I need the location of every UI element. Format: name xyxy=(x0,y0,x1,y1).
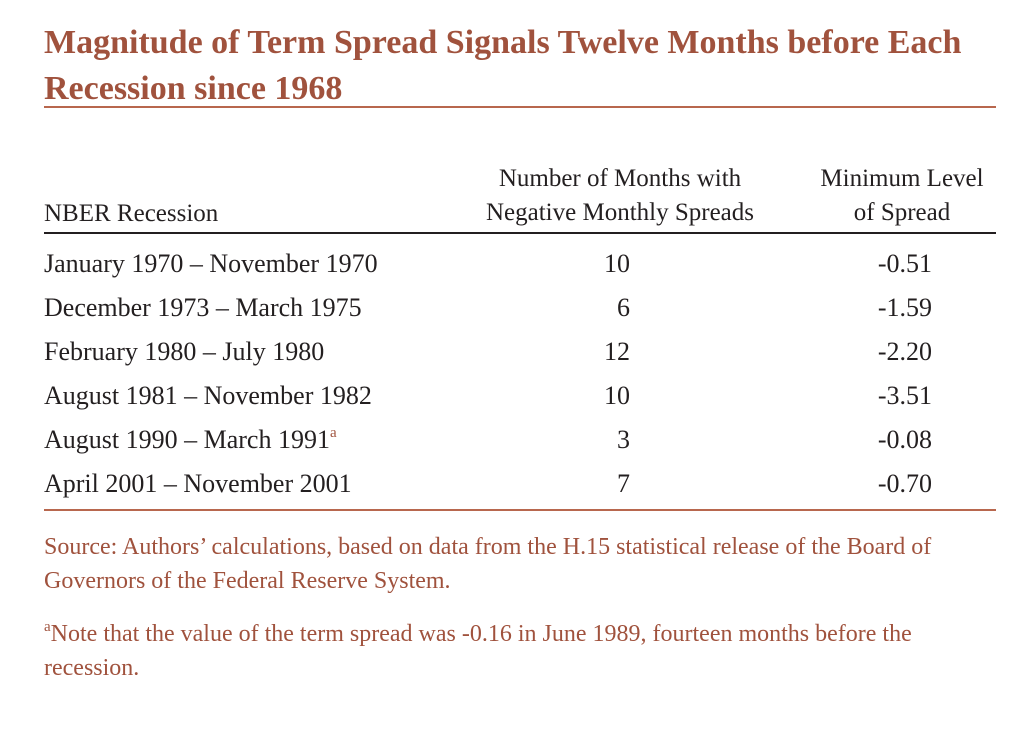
min-spread-cell: -2.20 xyxy=(877,337,932,366)
min-spread-cell: -0.51 xyxy=(877,249,932,278)
min-spread-cell: -0.08 xyxy=(877,425,932,454)
recession-label: August 1981 – November 1982 xyxy=(44,381,372,410)
footnote-marker: a xyxy=(44,619,51,635)
months-cell: 12 xyxy=(604,337,630,366)
table-row: August 1990 – March 1991a 3 -0.08 xyxy=(0,418,1024,462)
header-negative-months-line1: Number of Months with xyxy=(498,165,742,192)
months-cell: 7 xyxy=(617,469,630,498)
table-row: December 1973 – March 1975 6 -1.59 xyxy=(0,286,1024,330)
title-rule xyxy=(44,106,996,108)
recession-label: February 1980 – July 1980 xyxy=(44,337,325,366)
recession-label: April 2001 – November 2001 xyxy=(44,469,352,498)
header-minimum-spread-line2: of Spread xyxy=(853,199,951,226)
header-negative-months: Number of Months with Negative Monthly S… xyxy=(440,162,800,230)
recession-label: January 1970 – November 1970 xyxy=(44,249,378,278)
table-title: Magnitude of Term Spread Signals Twelve … xyxy=(44,24,962,107)
months-cell: 3 xyxy=(617,425,630,454)
months-cell: 10 xyxy=(604,381,630,410)
footnote-marker: a xyxy=(329,425,337,441)
min-spread-cell: -1.59 xyxy=(877,293,932,322)
header-negative-months-line2: Negative Monthly Spreads xyxy=(485,199,754,226)
table-row: April 2001 – November 2001 7 -0.70 xyxy=(0,462,1024,506)
months-cell: 10 xyxy=(604,249,630,278)
recession-cell: January 1970 – November 1970 xyxy=(44,242,378,286)
header-rule xyxy=(44,232,996,234)
min-spread-cell: -0.70 xyxy=(877,469,932,498)
source-note: Source: Authors’ calculations, based on … xyxy=(44,534,932,594)
recession-label: August 1990 – March 1991 xyxy=(44,425,330,454)
table-bottom-rule xyxy=(44,509,996,511)
recession-cell: December 1973 – March 1975 xyxy=(44,286,362,330)
footnote: aNote that the value of the term spread … xyxy=(44,617,994,685)
months-cell: 6 xyxy=(617,293,630,322)
recession-label: December 1973 – March 1975 xyxy=(44,293,362,322)
table-row: January 1970 – November 1970 10 -0.51 xyxy=(0,242,1024,286)
recession-cell: August 1981 – November 1982 xyxy=(44,374,372,418)
table-body: January 1970 – November 1970 10 -0.51 De… xyxy=(0,242,1024,506)
recession-cell: April 2001 – November 2001 xyxy=(44,462,352,506)
recession-cell: August 1990 – March 1991a xyxy=(44,418,337,462)
table-row: February 1980 – July 1980 12 -2.20 xyxy=(0,330,1024,374)
recession-cell: February 1980 – July 1980 xyxy=(44,330,324,374)
header-nber-recession: NBER Recession xyxy=(44,200,219,227)
header-minimum-spread: Minimum Level of Spread xyxy=(806,162,998,230)
min-spread-cell: -3.51 xyxy=(877,381,932,410)
table-row: August 1981 – November 1982 10 -3.51 xyxy=(0,374,1024,418)
footnote-text: Note that the value of the term spread w… xyxy=(44,621,912,681)
header-minimum-spread-line1: Minimum Level xyxy=(820,165,984,192)
